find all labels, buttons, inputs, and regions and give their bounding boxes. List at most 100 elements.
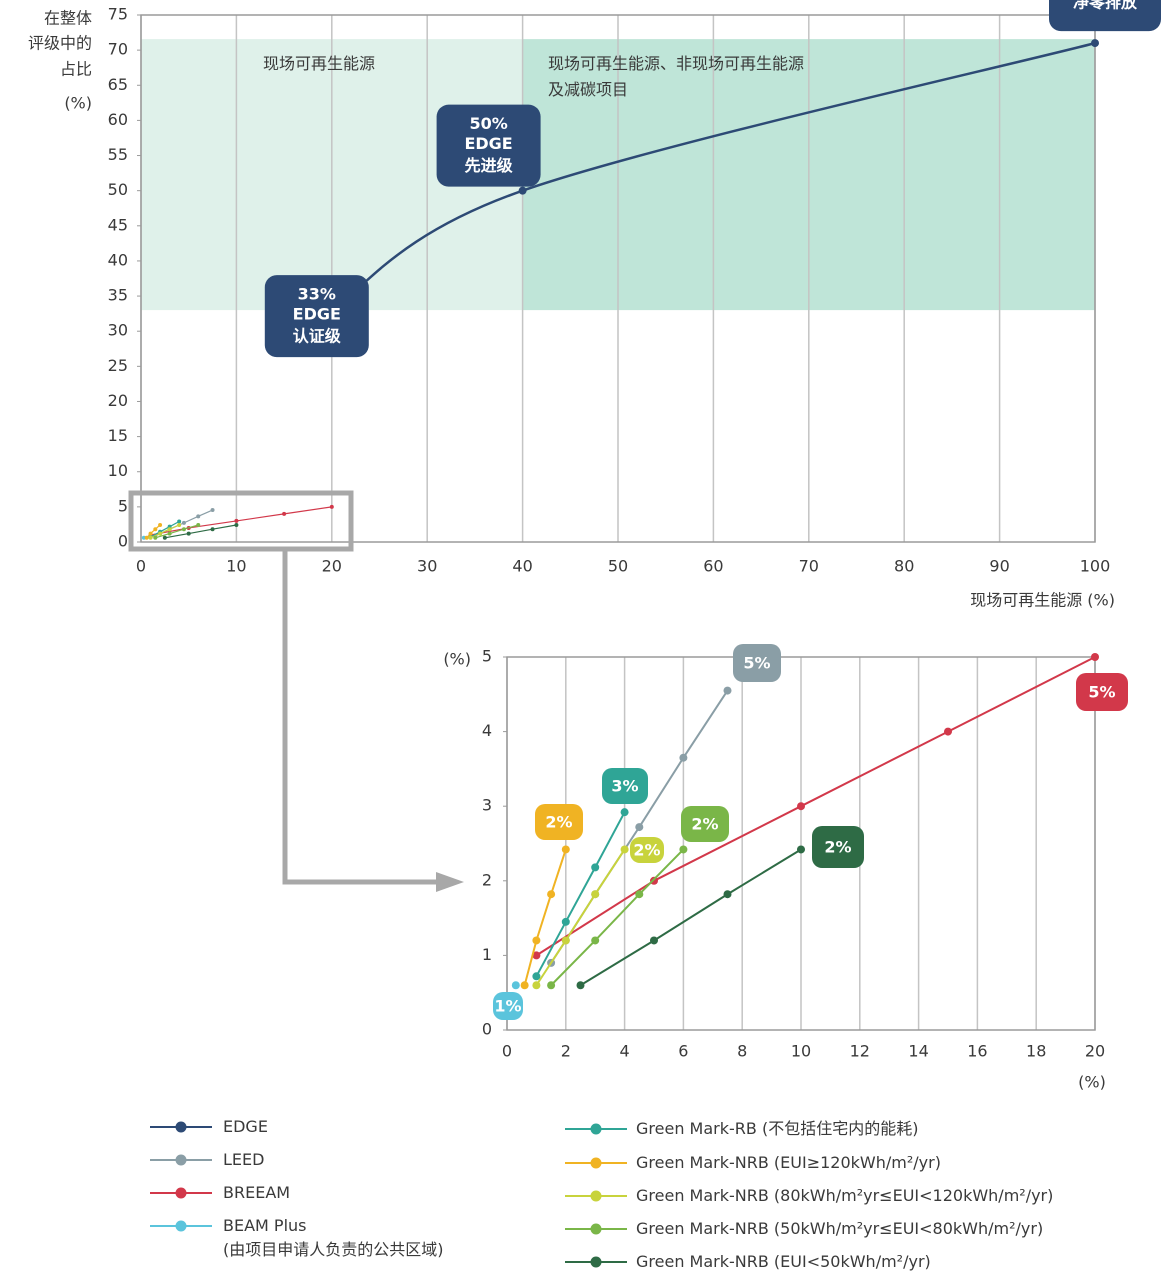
series-tag-text: 5%	[1088, 683, 1115, 702]
y-tick-label: 20	[108, 391, 128, 410]
y-tick-label: 5	[118, 496, 128, 515]
data-point	[532, 972, 541, 981]
x-tick-label: 60	[703, 557, 723, 576]
legend-label: Green Mark-NRB (50kWh/m²yr≤EUI<80kWh/m²/…	[636, 1219, 1043, 1238]
y-tick-label: 75	[108, 5, 128, 24]
data-point	[518, 186, 527, 195]
x-tick-label: 6	[678, 1042, 688, 1061]
legend-marker	[590, 1190, 602, 1202]
data-point	[153, 527, 158, 532]
series-tag-text: 3%	[611, 777, 638, 796]
y-tick-label: 35	[108, 286, 128, 305]
legend-label: BREEAM	[223, 1183, 290, 1202]
y-tick-label: 0	[482, 1020, 492, 1039]
y-axis-label: (%)	[443, 650, 471, 669]
legend-marker	[590, 1123, 602, 1135]
legend-marker	[590, 1157, 602, 1169]
legend-label: Green Mark-NRB (EUI<50kWh/m²/yr)	[636, 1252, 931, 1271]
x-tick-label: 10	[226, 557, 246, 576]
series-tag	[493, 992, 523, 1020]
series-line	[164, 524, 237, 539]
x-tick-label: 70	[799, 557, 819, 576]
series-tag	[733, 644, 781, 682]
x-tick-label: 0	[502, 1042, 512, 1061]
series-tag-text: 2%	[691, 815, 718, 834]
callout-text: 33%	[298, 285, 336, 304]
x-tick-label: 10	[791, 1042, 811, 1061]
data-point	[148, 531, 153, 536]
callout-text: EDGE	[464, 134, 512, 153]
data-point	[282, 511, 287, 516]
y-tick-label: 10	[108, 461, 128, 480]
callout	[264, 275, 369, 358]
y-axis-label: 在整体	[44, 9, 92, 28]
series-line	[155, 524, 199, 539]
data-point	[1091, 653, 1099, 661]
data-point	[650, 876, 658, 885]
series-tag	[602, 768, 648, 804]
data-point	[162, 535, 167, 540]
data-point	[723, 890, 732, 899]
data-point	[234, 522, 239, 527]
x-tick-label: 80	[894, 557, 914, 576]
x-tick-label: 100	[1080, 557, 1111, 576]
callout-text: 净零排放	[1073, 0, 1138, 12]
data-point	[196, 522, 201, 527]
zoom-box	[128, 490, 354, 552]
y-axis-label: 评级中的	[28, 34, 92, 53]
zoom-arrow	[282, 549, 440, 885]
plot-frame	[506, 656, 1096, 1031]
data-point	[329, 504, 334, 509]
series-line	[550, 848, 685, 986]
legend-marker	[175, 1121, 187, 1133]
legend-marker	[175, 1187, 187, 1199]
data-point	[620, 808, 629, 817]
x-tick-label: 50	[608, 557, 628, 576]
series-tag	[630, 837, 664, 863]
data-point	[148, 535, 153, 540]
band-label: 现场可再生能源	[263, 54, 375, 73]
y-axis-label: 占比	[60, 60, 92, 79]
data-point	[591, 863, 600, 872]
x-tick-label: 90	[989, 557, 1009, 576]
x-tick-label: 12	[850, 1042, 870, 1061]
series-tag	[681, 806, 729, 842]
data-point	[723, 686, 732, 695]
data-point	[234, 518, 239, 523]
legend-label: LEED	[223, 1150, 264, 1169]
x-axis-label: 现场可再生能源 (%)	[970, 591, 1115, 610]
data-point	[181, 520, 186, 525]
data-point	[532, 936, 541, 945]
series-line	[146, 524, 161, 539]
data-point	[177, 519, 182, 524]
y-tick-label: 5	[482, 647, 492, 666]
data-point	[210, 508, 215, 513]
data-point	[532, 981, 541, 990]
x-tick-label: 14	[908, 1042, 928, 1061]
data-point	[186, 531, 191, 536]
x-tick-label: 4	[620, 1042, 630, 1061]
legend-marker	[590, 1256, 602, 1268]
x-tick-label: 8	[737, 1042, 747, 1061]
y-tick-label: 30	[108, 321, 128, 340]
callout	[1049, 0, 1161, 32]
data-point	[561, 936, 570, 945]
data-point	[144, 535, 149, 540]
series-tag	[535, 804, 583, 840]
data-point	[561, 917, 570, 926]
x-tick-label: 2	[561, 1042, 571, 1061]
x-tick-label: 20	[322, 557, 342, 576]
data-point	[679, 753, 688, 762]
legend-label: BEAM Plus (由项目申请人负责的公共区域)	[223, 1216, 444, 1259]
data-point	[561, 845, 570, 854]
callout-text: 先进级	[465, 156, 514, 175]
data-point	[158, 531, 163, 536]
y-tick-label: 15	[108, 426, 128, 445]
data-point	[532, 951, 541, 960]
x-tick-label: 0	[136, 557, 146, 576]
data-point	[635, 823, 644, 832]
series-line	[535, 848, 626, 986]
data-point	[944, 727, 952, 736]
data-point	[158, 522, 163, 527]
series-tag-text: 5%	[743, 654, 770, 673]
